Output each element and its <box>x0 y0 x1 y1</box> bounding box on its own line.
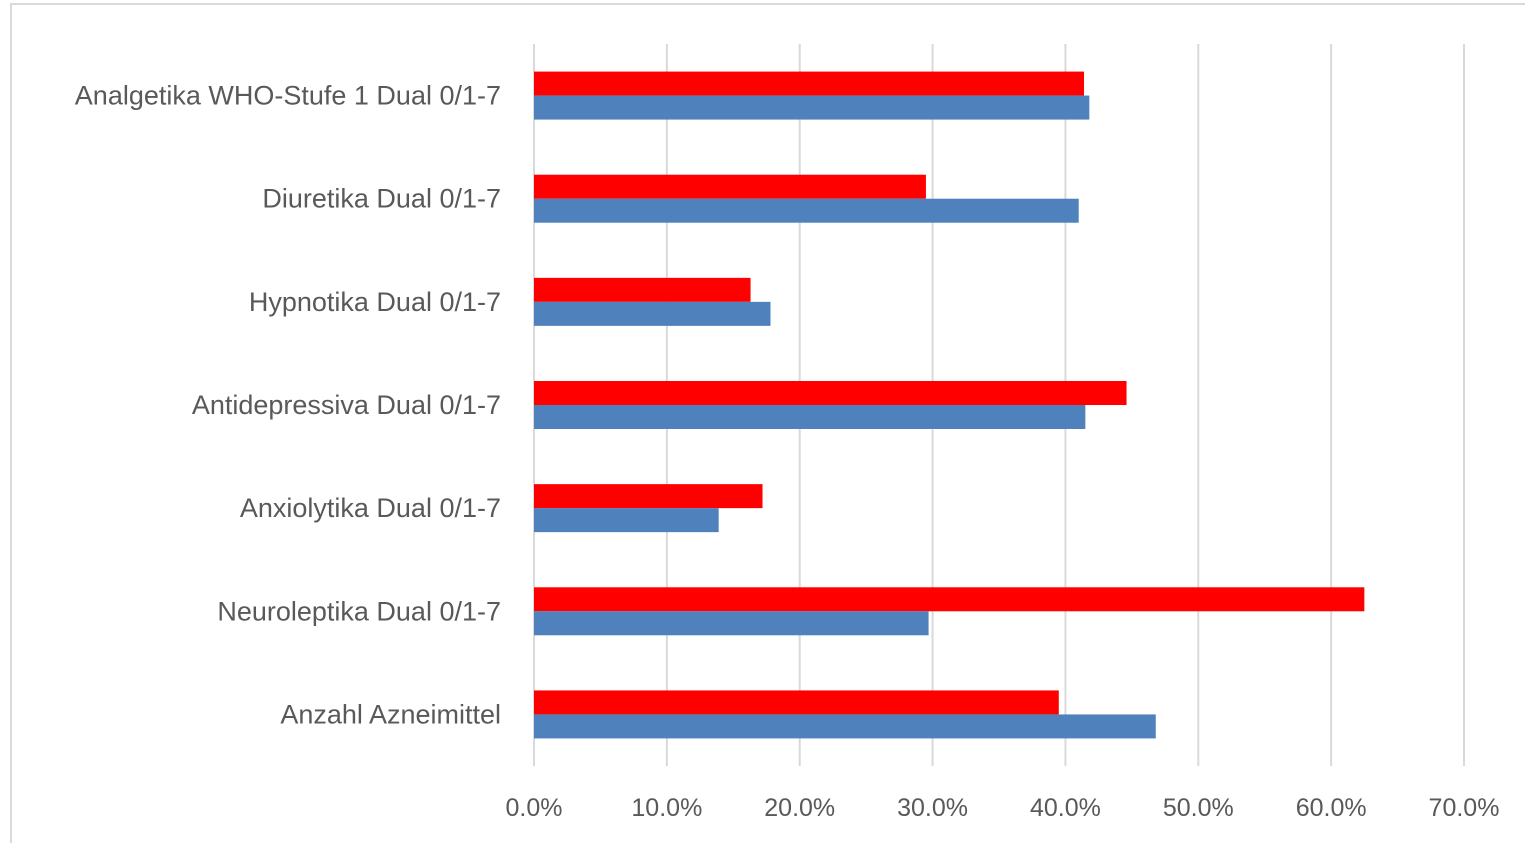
bar-series2-1 <box>534 198 1079 223</box>
bar-series1-3 <box>534 381 1127 405</box>
x-tick-label: 60.0% <box>1296 794 1367 822</box>
category-label: Analgetika WHO-Stufe 1 Dual 0/1-7 <box>75 81 501 111</box>
bar-series2-6 <box>534 714 1156 739</box>
category-label: Anzahl Azneimittel <box>280 699 501 729</box>
category-labels: Analgetika WHO-Stufe 1 Dual 0/1-7 Diureti… <box>75 81 501 730</box>
bar-series1-6 <box>534 690 1059 715</box>
category-label: Anxiolytika Dual 0/1-7 <box>240 493 501 523</box>
bar-series1-2 <box>534 277 751 302</box>
x-tick-label: 70.0% <box>1429 794 1500 822</box>
x-tick-label: 30.0% <box>897 794 968 822</box>
x-tick-label: 10.0% <box>631 794 702 822</box>
bar-series1-4 <box>534 484 763 509</box>
bar-series1-1 <box>534 174 926 199</box>
bar-series2-0 <box>534 95 1090 120</box>
bar-series2-2 <box>534 301 771 326</box>
bars <box>534 71 1365 739</box>
bar-series2-3 <box>534 405 1086 429</box>
x-tick-label: 50.0% <box>1163 794 1234 822</box>
bar-series2-4 <box>534 508 719 533</box>
x-tick-label: 0.0% <box>506 794 563 822</box>
bar-series1-5 <box>534 587 1365 612</box>
x-tick-label: 40.0% <box>1030 794 1101 822</box>
bar-series1-0 <box>534 71 1085 96</box>
category-label: Hypnotika Dual 0/1-7 <box>249 287 501 317</box>
category-label: Antidepressiva Dual 0/1-7 <box>192 390 501 420</box>
category-label: Neuroleptika Dual 0/1-7 <box>217 596 501 626</box>
x-tick-labels: 0.0% 10.0% 20.0% 30.0% 40.0% 50.0% 60.0% 70.0% <box>506 794 1500 822</box>
bar-series2-5 <box>534 611 929 636</box>
category-label: Diuretika Dual 0/1-7 <box>262 184 501 214</box>
x-tick-label: 20.0% <box>764 794 835 822</box>
